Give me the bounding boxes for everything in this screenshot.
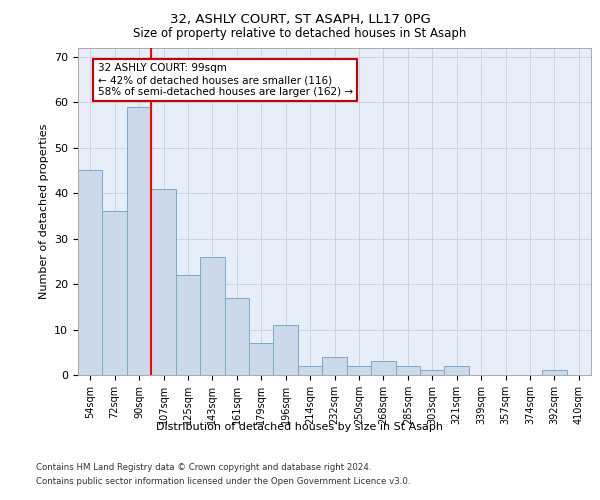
Bar	[274, 325, 298, 375]
Bar	[224, 298, 249, 375]
Bar	[151, 188, 176, 375]
Text: Contains public sector information licensed under the Open Government Licence v3: Contains public sector information licen…	[36, 478, 410, 486]
Bar	[176, 275, 200, 375]
Y-axis label: Number of detached properties: Number of detached properties	[38, 124, 49, 299]
Bar	[127, 106, 151, 375]
Bar	[371, 362, 395, 375]
Text: 32 ASHLY COURT: 99sqm
← 42% of detached houses are smaller (116)
58% of semi-det: 32 ASHLY COURT: 99sqm ← 42% of detached …	[98, 64, 353, 96]
Text: 32, ASHLY COURT, ST ASAPH, LL17 0PG: 32, ASHLY COURT, ST ASAPH, LL17 0PG	[170, 12, 430, 26]
Bar	[249, 343, 274, 375]
Bar	[103, 211, 127, 375]
Bar	[542, 370, 566, 375]
Bar	[420, 370, 445, 375]
Text: Size of property relative to detached houses in St Asaph: Size of property relative to detached ho…	[133, 28, 467, 40]
Bar	[78, 170, 103, 375]
Bar	[322, 357, 347, 375]
Bar	[445, 366, 469, 375]
Text: Contains HM Land Registry data © Crown copyright and database right 2024.: Contains HM Land Registry data © Crown c…	[36, 462, 371, 471]
Text: Distribution of detached houses by size in St Asaph: Distribution of detached houses by size …	[157, 422, 443, 432]
Bar	[200, 256, 224, 375]
Bar	[347, 366, 371, 375]
Bar	[298, 366, 322, 375]
Bar	[395, 366, 420, 375]
